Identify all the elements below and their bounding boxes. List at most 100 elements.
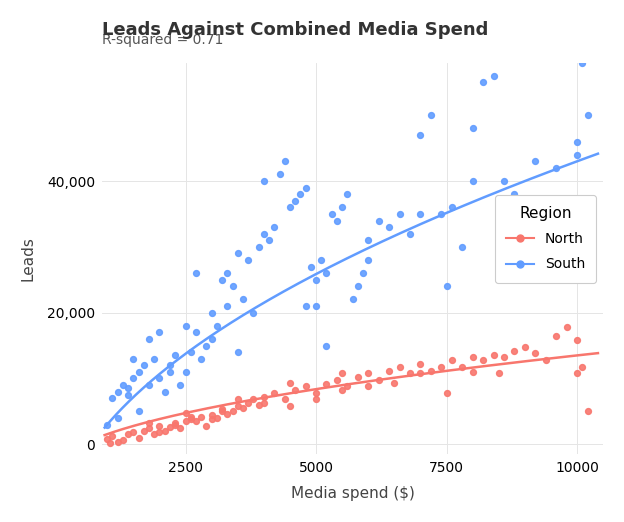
Point <box>290 197 300 205</box>
Point <box>144 418 154 426</box>
Point <box>321 341 331 350</box>
Point <box>180 409 190 417</box>
Point <box>259 230 269 238</box>
Y-axis label: Leads: Leads <box>21 236 36 281</box>
Point <box>270 389 280 397</box>
Point <box>426 366 436 375</box>
Point <box>405 369 415 377</box>
Point <box>134 367 144 376</box>
X-axis label: Media spend ($): Media spend ($) <box>291 486 414 501</box>
Point <box>113 387 123 396</box>
Point <box>196 354 206 363</box>
Point <box>180 367 190 376</box>
Point <box>259 177 269 185</box>
Point <box>384 223 394 231</box>
Point <box>165 367 175 376</box>
Point <box>447 356 457 364</box>
Point <box>311 395 321 404</box>
Point <box>389 379 399 387</box>
Point <box>436 210 446 218</box>
Point <box>416 360 426 368</box>
Point <box>217 407 227 416</box>
Point <box>212 322 222 330</box>
Point <box>155 374 165 383</box>
Point <box>107 432 117 441</box>
Point <box>321 269 331 277</box>
Point <box>259 399 269 407</box>
Point <box>509 347 519 355</box>
Point <box>572 336 582 345</box>
Point <box>180 322 190 330</box>
Point <box>374 376 384 384</box>
Point <box>207 415 217 423</box>
Point <box>186 413 196 421</box>
Point <box>358 269 368 277</box>
Point <box>467 124 477 133</box>
Point <box>530 157 540 165</box>
Point <box>301 382 311 390</box>
Point <box>343 382 353 390</box>
Point <box>442 282 452 291</box>
Point <box>572 369 582 377</box>
Text: Leads Against Combined Media Spend: Leads Against Combined Media Spend <box>102 21 489 39</box>
Point <box>129 374 139 383</box>
Point <box>233 348 243 357</box>
Point <box>149 430 159 438</box>
Point <box>175 381 185 389</box>
Point <box>416 131 426 139</box>
Point <box>394 210 404 218</box>
Point <box>541 203 551 211</box>
Point <box>489 351 499 359</box>
Point <box>217 276 227 284</box>
Point <box>499 353 509 362</box>
Point <box>301 183 311 192</box>
Point <box>316 256 326 264</box>
Point <box>442 389 452 397</box>
Point <box>243 399 253 408</box>
Point <box>457 362 467 371</box>
Point <box>363 369 373 377</box>
Point <box>155 428 165 436</box>
Point <box>123 430 133 438</box>
Point <box>228 282 238 291</box>
Point <box>306 263 316 271</box>
Point <box>499 177 509 185</box>
Point <box>233 249 243 257</box>
Point <box>196 412 206 421</box>
Point <box>113 438 123 446</box>
Point <box>416 210 426 218</box>
Point <box>222 269 232 277</box>
Point <box>160 387 170 396</box>
Point <box>228 407 238 416</box>
Point <box>113 414 123 422</box>
Point <box>321 379 331 388</box>
Point <box>155 328 165 337</box>
Text: R-squared = 0.71: R-squared = 0.71 <box>102 33 223 47</box>
Point <box>170 351 180 360</box>
Point <box>222 410 232 418</box>
Point <box>489 72 499 80</box>
Point <box>238 295 248 304</box>
Point <box>264 236 274 244</box>
Point <box>222 302 232 310</box>
Point <box>202 341 212 350</box>
Point <box>551 164 561 172</box>
Point <box>160 427 170 435</box>
Point <box>285 379 295 387</box>
Point <box>248 309 258 317</box>
Point <box>405 230 415 238</box>
Point <box>275 170 285 179</box>
Point <box>238 404 248 412</box>
Point <box>134 407 144 416</box>
Point <box>572 137 582 146</box>
Point <box>102 420 112 429</box>
Point <box>170 420 180 429</box>
Point <box>191 269 201 277</box>
Point <box>134 433 144 442</box>
Point <box>207 335 217 343</box>
Point <box>253 243 263 251</box>
Point <box>175 424 185 433</box>
Point <box>416 369 426 377</box>
Point <box>191 417 201 425</box>
Point <box>353 373 363 381</box>
